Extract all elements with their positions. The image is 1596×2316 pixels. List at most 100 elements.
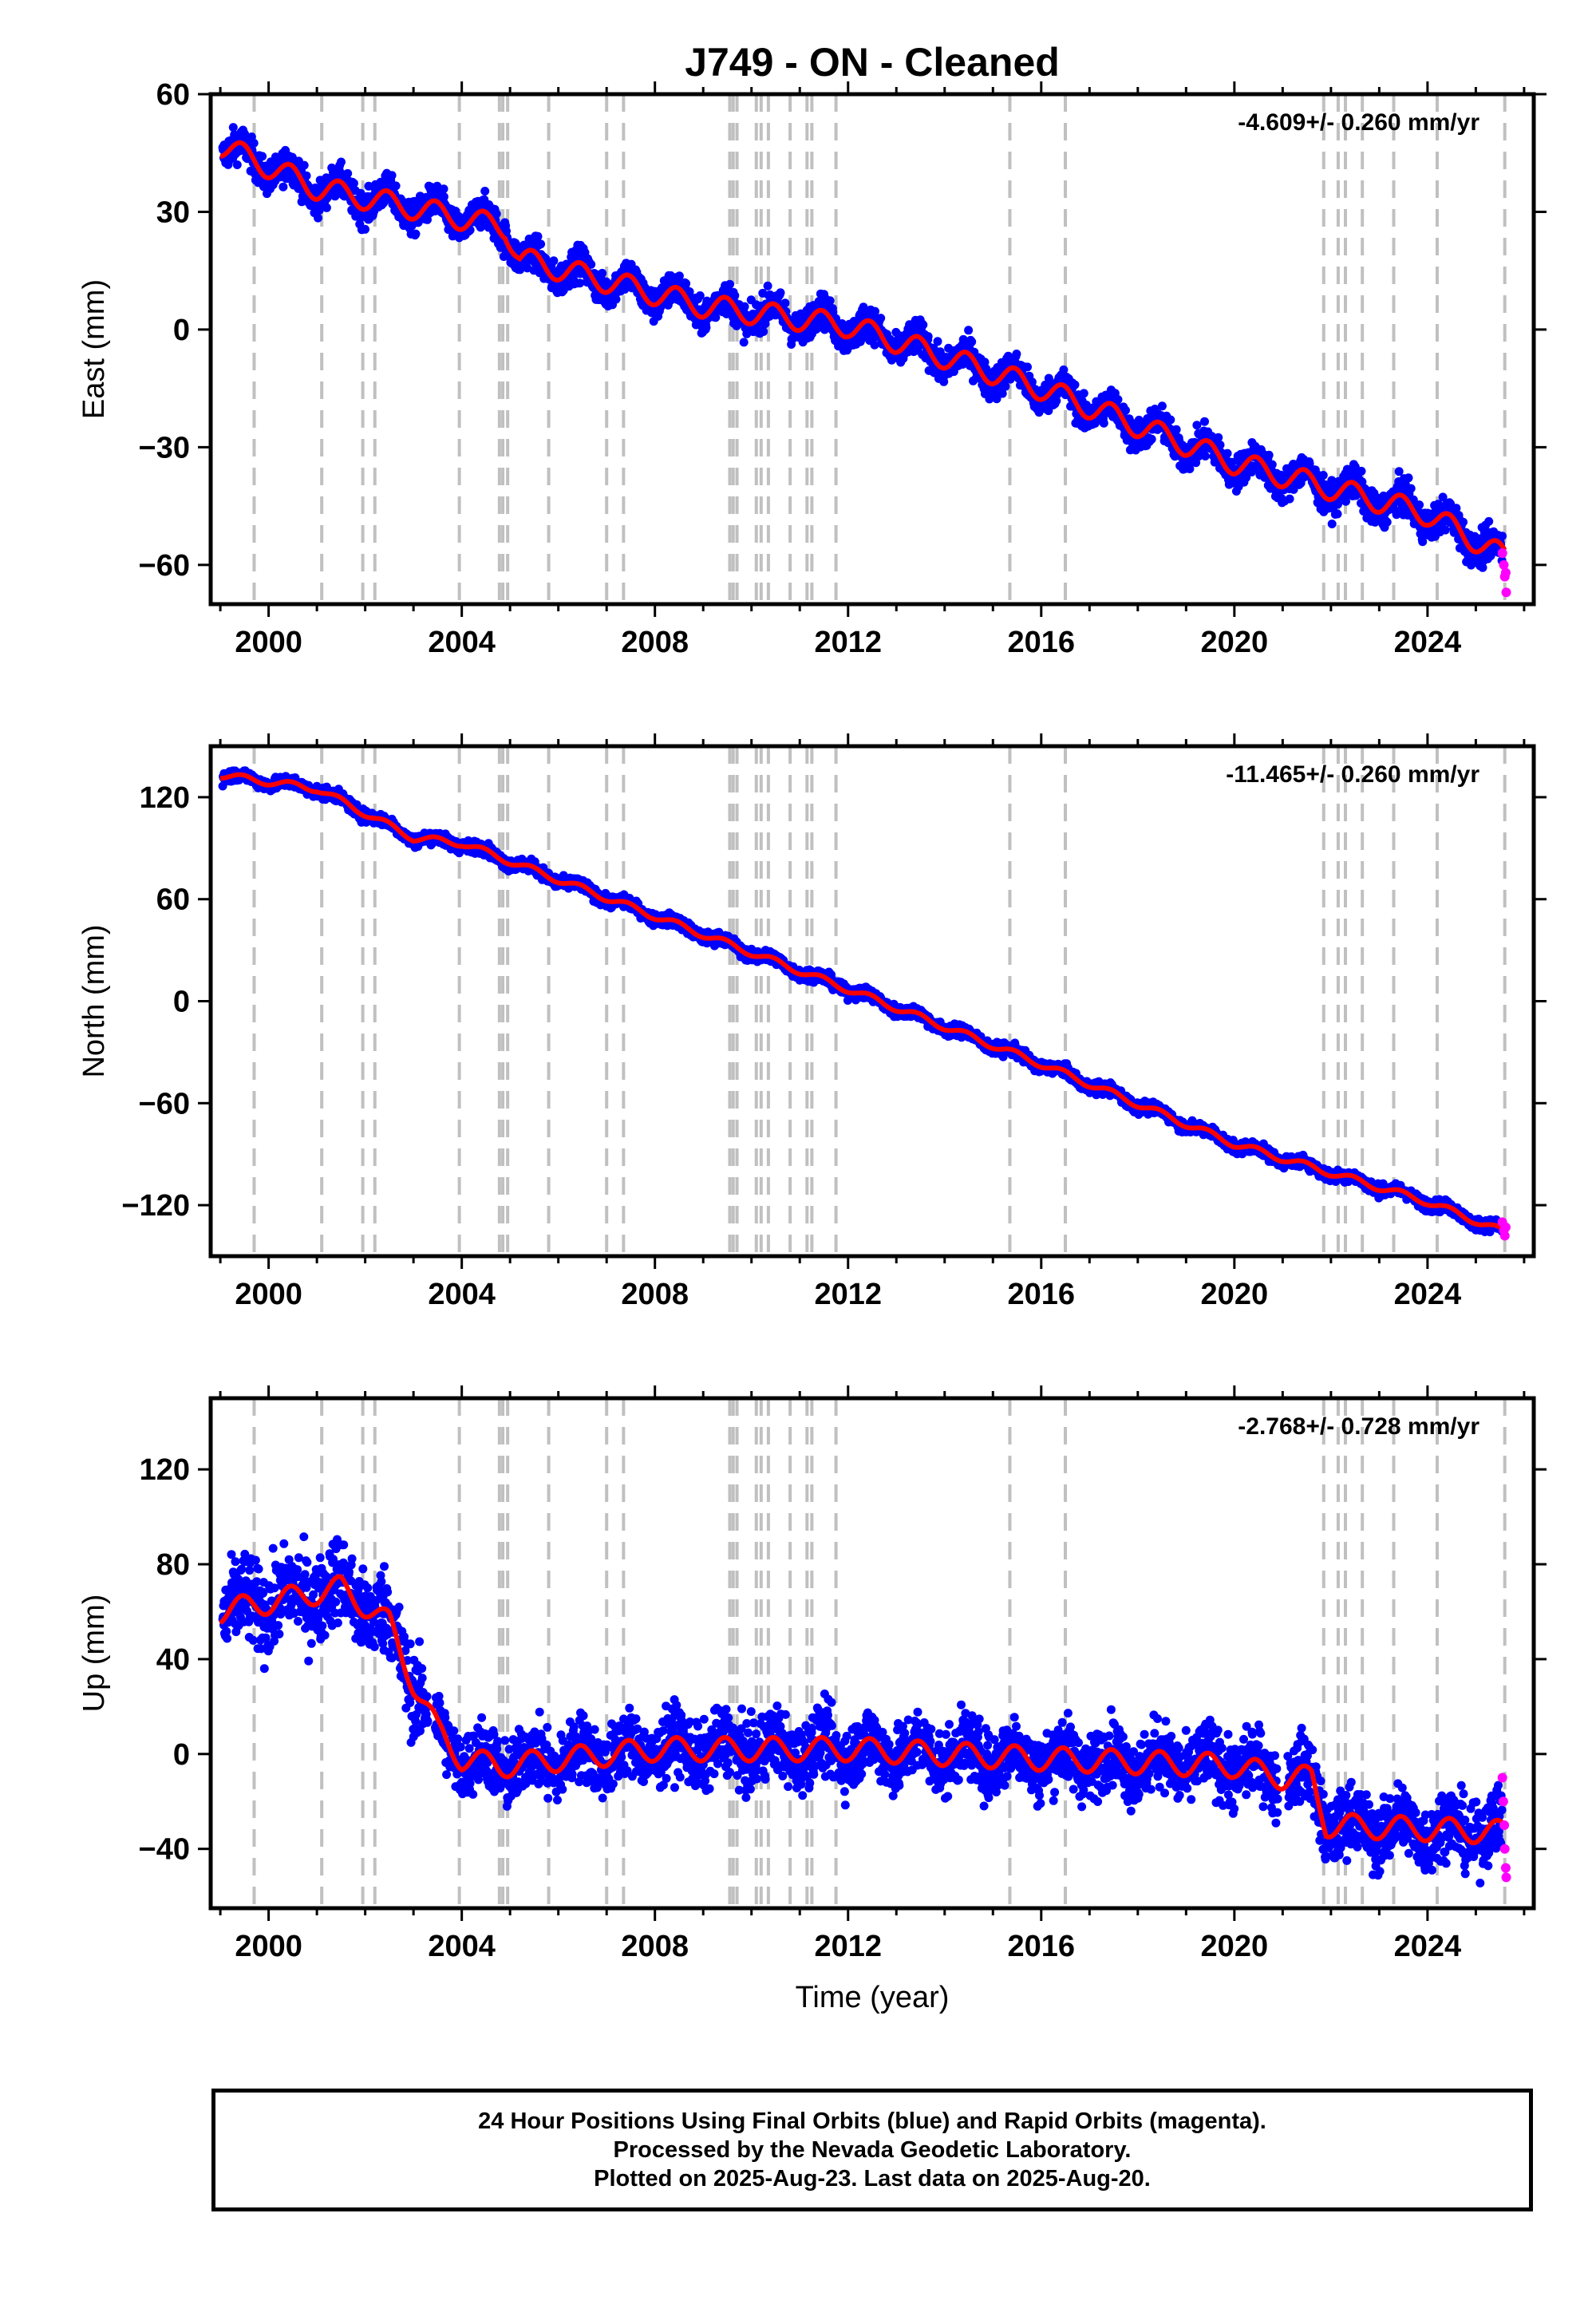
data-point: [1394, 467, 1404, 476]
data-point: [923, 332, 933, 342]
data-point: [1157, 401, 1167, 411]
data-point: [575, 279, 585, 288]
data-point: [681, 279, 691, 288]
data-point: [876, 314, 886, 323]
data-point: [314, 213, 322, 223]
data-point: [1382, 517, 1392, 527]
data-point: [695, 291, 705, 300]
data-point: [725, 279, 734, 289]
data-point: [1001, 381, 1010, 391]
data-point: [516, 265, 525, 275]
data-point: [302, 171, 311, 180]
x-tick-label: 2024: [1394, 626, 1462, 659]
data-point: [1318, 471, 1328, 480]
data-point: [1166, 415, 1175, 425]
data-point: [279, 182, 288, 192]
data-point: [549, 256, 559, 266]
data-point: [337, 157, 346, 167]
y-tick-label: −60: [139, 549, 190, 583]
data-point: [1264, 450, 1274, 460]
plot-frame: [208, 92, 1536, 607]
data-point: [1440, 525, 1450, 535]
data-point: [1357, 466, 1366, 476]
data-point: [349, 179, 358, 188]
data-point: [533, 231, 543, 241]
y-tick-label: 0: [173, 314, 190, 347]
y-tick-label: 60: [156, 78, 190, 112]
data-point: [918, 320, 928, 330]
data-point: [1404, 473, 1413, 483]
data-point: [1027, 377, 1037, 387]
data-point: [1200, 452, 1210, 460]
data-point: [387, 171, 397, 180]
data-point: [1147, 434, 1156, 444]
x-tick-label: 2004: [428, 626, 496, 659]
data-point: [536, 239, 546, 249]
figure-title: J749 - ON - Cleaned: [685, 40, 1060, 85]
rapid-orbit-point: [1500, 567, 1511, 578]
data-point: [1406, 484, 1416, 493]
data-point: [1121, 405, 1130, 415]
data-point: [1099, 418, 1108, 428]
data-point: [730, 290, 740, 300]
data-point: [933, 337, 942, 346]
data-point: [1079, 389, 1088, 398]
data-point: [998, 389, 1007, 398]
data-point: [1070, 380, 1080, 389]
data-point: [1214, 433, 1223, 442]
data-point: [701, 323, 711, 332]
y-tick-label: −30: [139, 431, 190, 464]
rapid-orbit-point: [1497, 548, 1507, 559]
data-point: [598, 268, 607, 278]
data-point: [322, 203, 331, 212]
north-panel: 2000 2004 2008 2012 2016 2020 2024−120−6006012…: [77, 733, 1547, 1311]
data-point: [1012, 350, 1021, 358]
plot-area: [218, 746, 1511, 1256]
data-point: [780, 298, 790, 308]
east-panel: 2000 2004 2008 2012 2016 2020 2024−60−3003060E…: [77, 78, 1547, 659]
data-point: [1498, 532, 1507, 541]
data-point: [776, 288, 785, 298]
data-point: [740, 302, 749, 311]
data-point: [759, 327, 768, 336]
data-point: [1113, 395, 1123, 405]
data-point: [1285, 494, 1294, 504]
data-point: [299, 160, 309, 170]
y-tick-label: 30: [156, 196, 190, 229]
data-point: [1333, 509, 1342, 519]
data-point: [964, 326, 974, 335]
data-point: [685, 287, 694, 296]
data-point: [1192, 421, 1202, 430]
data-point: [361, 224, 369, 234]
x-tick-label: 2016: [1008, 626, 1076, 659]
data-point: [1327, 520, 1337, 528]
data-point: [587, 259, 596, 269]
x-tick-label: 2000: [235, 626, 302, 659]
velocity-rate-label: -4.609+/- 0.260 mm/yr: [1238, 109, 1479, 136]
x-tick-label: 2008: [621, 626, 689, 659]
data-point: [232, 160, 242, 169]
final-orbit-points: [218, 123, 1507, 572]
data-point: [870, 340, 879, 350]
data-point: [1171, 425, 1181, 434]
data-point: [967, 337, 977, 346]
data-point: [249, 138, 259, 148]
data-point: [980, 358, 990, 367]
data-point: [611, 294, 621, 304]
x-tick-label: 2012: [814, 626, 882, 659]
data-point: [343, 168, 353, 178]
data-point: [825, 296, 835, 306]
data-point: [739, 338, 749, 347]
plot-area: [218, 94, 1511, 604]
data-point: [939, 377, 949, 386]
data-point: [1185, 464, 1195, 473]
data-point: [763, 281, 772, 290]
data-point: [1023, 362, 1032, 372]
data-point: [258, 152, 267, 161]
data-point: [228, 123, 238, 132]
data-point: [439, 184, 448, 194]
data-point: [1484, 516, 1494, 526]
rapid-orbit-point: [1501, 587, 1511, 598]
data-point: [711, 313, 721, 322]
